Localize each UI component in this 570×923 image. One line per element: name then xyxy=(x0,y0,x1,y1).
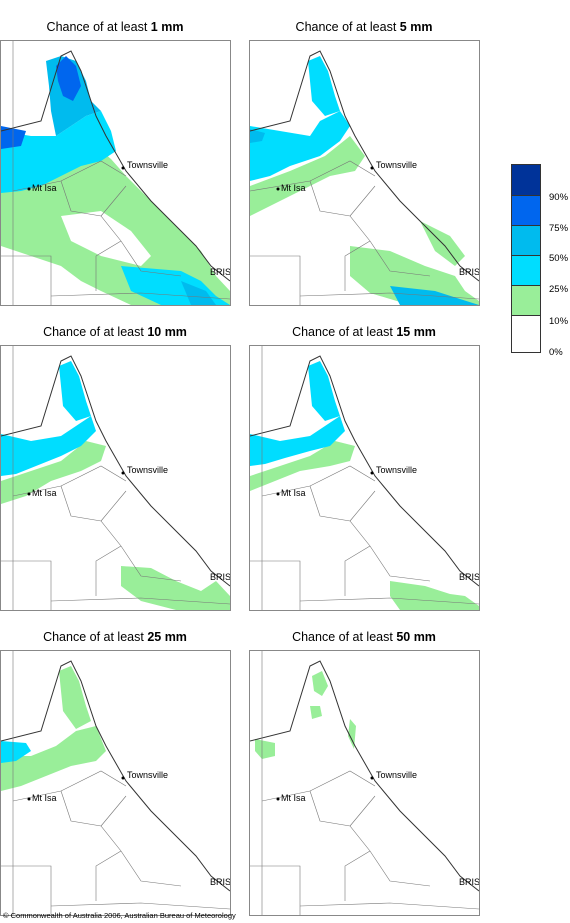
map-panel-15mm: Chance of at least 15 mm Townsville Mt I… xyxy=(249,323,509,613)
map-frame: Townsville Mt Isa BRIS xyxy=(249,650,480,916)
rainfall-map-15mm: Townsville Mt Isa BRIS xyxy=(250,346,479,610)
city-label-mt-isa: Mt Isa xyxy=(281,488,306,498)
panel-title: Chance of at least 25 mm xyxy=(0,630,245,644)
map-panel-50mm: Chance of at least 50 mm Townsville Mt I… xyxy=(249,628,509,918)
legend-label-25: 25% xyxy=(549,284,569,295)
city-label-brisbane: BRIS xyxy=(459,267,479,277)
legend-label-50: 50% xyxy=(549,253,569,264)
legend-swatch-50 xyxy=(511,225,541,256)
panel-title-amount: 25 mm xyxy=(147,630,187,644)
city-label-townsville: Townsville xyxy=(376,160,417,170)
rainfall-map-25mm: Townsville Mt Isa BRIS xyxy=(1,651,230,915)
map-frame: Townsville Mt Isa BRIS xyxy=(249,40,480,306)
city-label-townsville: Townsville xyxy=(376,770,417,780)
map-panel-5mm: Chance of at least 5 mm Townsville Mt Is… xyxy=(249,18,509,308)
legend-swatch-75 xyxy=(511,195,541,226)
city-label-mt-isa: Mt Isa xyxy=(32,488,57,498)
panel-title-prefix: Chance of at least xyxy=(43,630,148,644)
map-panel-25mm: Chance of at least 25 mm Townsville Mt I… xyxy=(0,628,260,918)
city-label-brisbane: BRIS xyxy=(210,877,230,887)
city-label-mt-isa: Mt Isa xyxy=(32,793,57,803)
panel-title-amount: 15 mm xyxy=(396,325,436,339)
panel-title: Chance of at least 15 mm xyxy=(234,325,494,339)
city-label-brisbane: BRIS xyxy=(210,572,230,582)
legend-label-10: 10% xyxy=(549,316,569,327)
rainfall-map-5mm: Townsville Mt Isa BRIS xyxy=(250,50,479,305)
rainfall-map-50mm: Townsville Mt Isa BRIS xyxy=(250,651,479,915)
panel-title-amount: 10 mm xyxy=(147,325,187,339)
panel-title-amount: 1 mm xyxy=(150,20,184,34)
panel-title: Chance of at least 5 mm xyxy=(234,20,494,34)
panel-title: Chance of at least 10 mm xyxy=(0,325,245,339)
panel-title-prefix: Chance of at least xyxy=(43,325,148,339)
legend-label-75: 75% xyxy=(549,223,569,234)
panel-title-amount: 5 mm xyxy=(399,20,433,34)
map-frame: Townsville Mt Isa BRIS xyxy=(0,650,231,916)
legend-swatch-90 xyxy=(511,164,541,196)
panel-title-amount: 50 mm xyxy=(396,630,436,644)
city-label-mt-isa: Mt Isa xyxy=(32,183,57,193)
rainfall-map-1mm: Townsville Mt Isa BRIS xyxy=(1,41,230,305)
legend-swatch-10 xyxy=(511,285,541,316)
panel-title-prefix: Chance of at least xyxy=(292,325,397,339)
map-frame: Townsville Mt Isa BRIS xyxy=(0,40,231,306)
city-label-townsville: Townsville xyxy=(376,465,417,475)
map-frame: Townsville Mt Isa BRIS xyxy=(249,345,480,611)
legend-label-0: 0% xyxy=(549,347,563,358)
panel-title-prefix: Chance of at least xyxy=(46,20,151,34)
legend-swatch-25 xyxy=(511,255,541,286)
map-frame: Townsville Mt Isa BRIS xyxy=(0,345,231,611)
panel-title: Chance of at least 1 mm xyxy=(0,20,245,34)
panel-title: Chance of at least 50 mm xyxy=(234,630,494,644)
legend-swatch-0 xyxy=(511,315,541,353)
city-label-brisbane: BRIS xyxy=(210,267,230,277)
panel-title-prefix: Chance of at least xyxy=(295,20,400,34)
city-label-mt-isa: Mt Isa xyxy=(281,183,306,193)
city-label-mt-isa: Mt Isa xyxy=(281,793,306,803)
map-panel-10mm: Chance of at least 10 mm Townsville Mt I… xyxy=(0,323,260,613)
city-label-townsville: Townsville xyxy=(127,770,168,780)
city-label-brisbane: BRIS xyxy=(459,877,479,887)
panel-title-prefix: Chance of at least xyxy=(292,630,397,644)
map-panel-1mm: Chance of at least 1 mm Townsville Mt Is… xyxy=(0,18,260,308)
legend-label-90: 90% xyxy=(549,192,569,203)
city-label-townsville: Townsville xyxy=(127,160,168,170)
city-label-brisbane: BRIS xyxy=(459,572,479,582)
rainfall-map-10mm: Townsville Mt Isa BRIS xyxy=(1,346,230,610)
city-label-townsville: Townsville xyxy=(127,465,168,475)
copyright-notice: © Commonwealth of Australia 2006, Austra… xyxy=(3,911,236,920)
